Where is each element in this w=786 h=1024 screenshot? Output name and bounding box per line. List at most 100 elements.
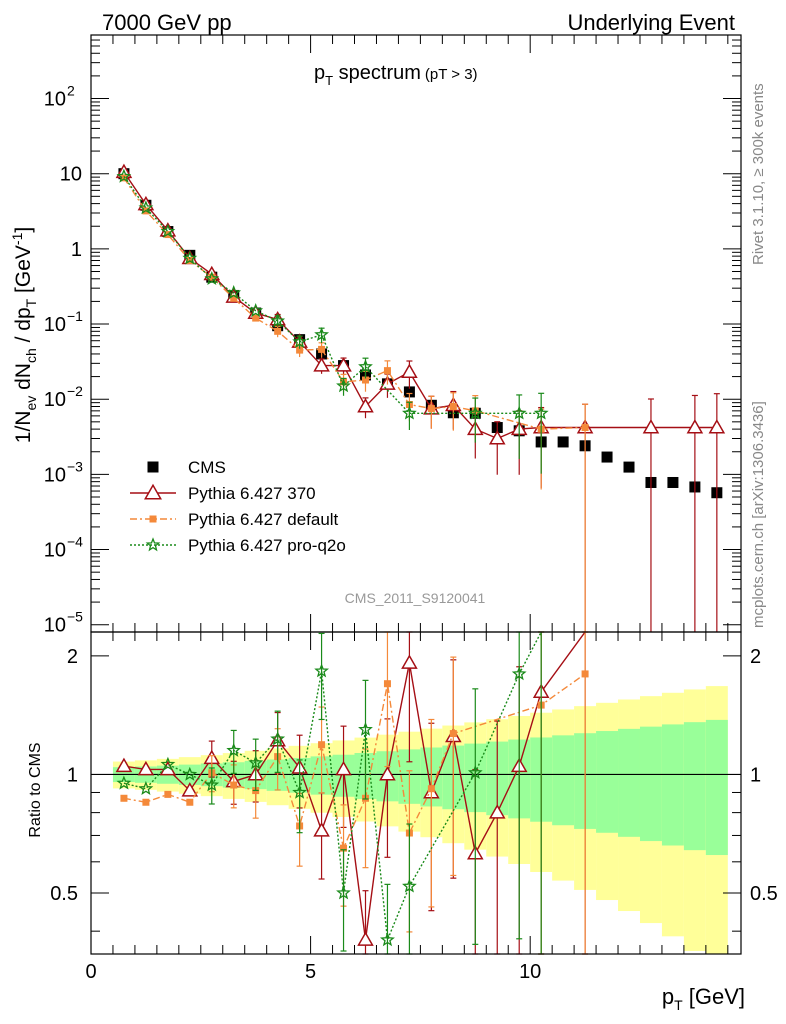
main-panel-series [115, 163, 726, 632]
side-label-bottom: mcplots.cern.ch [arXiv:1306.3436] [750, 401, 767, 628]
ratio-point [116, 775, 132, 790]
ratio-point [402, 878, 417, 893]
ratio-point [164, 790, 172, 798]
ratio-point [314, 663, 330, 678]
ratio-point [138, 780, 154, 796]
y-tick-label: 10 [44, 464, 66, 486]
ratio-point [581, 670, 589, 678]
ratio-point [160, 756, 176, 771]
header-left: 7000 GeV pp [102, 10, 232, 35]
legend-label: Pythia 6.427 370 [188, 484, 316, 503]
ratio-point [230, 781, 238, 789]
ratio-point [511, 666, 527, 681]
data-point [318, 345, 326, 353]
ratio-point [313, 822, 330, 837]
ratio-tick-label: 2 [67, 646, 78, 668]
ratio-point [226, 742, 242, 757]
ratio-point [379, 932, 395, 947]
data-point [686, 419, 704, 434]
x-tick-label: 0 [85, 961, 96, 983]
data-point [296, 346, 304, 354]
series-line-pythia-6-427-pro-q2o [123, 176, 542, 414]
data-point [204, 271, 220, 286]
ratio-panel-series [115, 631, 589, 955]
data-point [160, 223, 176, 238]
ratio-point [427, 785, 435, 793]
ratio-point [120, 794, 128, 802]
data-point [402, 405, 417, 420]
data-point [449, 402, 457, 410]
data-point [335, 357, 352, 372]
data-point [557, 436, 569, 448]
data-point [314, 327, 330, 342]
data-point [274, 327, 282, 335]
ratio-point [270, 731, 286, 746]
ratio-point [292, 784, 307, 799]
ratio-point [318, 741, 326, 749]
y-tick-label: 1 [71, 239, 82, 261]
data-point [357, 397, 374, 413]
ratio-band-inner [552, 735, 575, 826]
data-point [361, 376, 369, 384]
ratio-band-inner [661, 724, 684, 846]
y-tick-exponent: −1 [67, 308, 83, 324]
x-tick-label: 5 [305, 961, 316, 983]
ratio-point [186, 798, 194, 806]
y-axis-label: 1/Nev dNch / dpT [GeV-1] [9, 227, 39, 443]
ratio-panel-frame [90, 631, 742, 955]
data-point [248, 302, 264, 318]
data-point [601, 451, 613, 463]
header-right: Underlying Event [567, 10, 735, 35]
data-point [667, 476, 679, 488]
ratio-point [115, 757, 133, 773]
x-axis-label: pT [GeV] [662, 984, 745, 1013]
data-point [708, 419, 726, 434]
y-tick-exponent: 2 [67, 83, 75, 99]
ratio-tick-label-right: 1 [750, 764, 761, 786]
ratio-band-inner [618, 728, 640, 837]
ratio-point [181, 782, 199, 797]
legend: CMS Pythia 6.427 370 Pythia 6.427 default P… [130, 458, 346, 555]
y-tick-exponent: −5 [67, 609, 83, 625]
y-tick-label: 10 [44, 389, 66, 411]
ratio-point [182, 766, 198, 781]
y-tick-label: 10 [60, 164, 82, 186]
legend-marker [145, 537, 161, 552]
data-point [226, 285, 242, 300]
analysis-label: CMS_2011_S9120041 [345, 590, 486, 606]
data-point [120, 174, 128, 182]
series-line-pythia-6-427-370 [123, 171, 717, 440]
y-tick-exponent: −2 [67, 383, 83, 399]
legend-label: CMS [188, 458, 226, 477]
data-point [116, 168, 132, 183]
data-point [358, 358, 373, 374]
data-point [623, 461, 635, 473]
ratio-point [142, 798, 150, 806]
plot-title: pT spectrum (pT > 3) [314, 62, 478, 88]
ratio-point [467, 764, 483, 780]
data-point [313, 357, 330, 372]
ratio-point [379, 765, 396, 781]
data-point [427, 405, 435, 413]
ratio-point [488, 804, 506, 819]
ratio-band-inner [596, 731, 619, 833]
data-point [403, 386, 415, 398]
data-point [252, 314, 260, 322]
y-tick-exponent: −4 [67, 534, 83, 550]
side-label-top: Rivet 3.1.10, ≥ 300k events [750, 83, 767, 265]
ratio-point [358, 721, 373, 736]
ratio-point [357, 931, 374, 946]
ratio-tick-label-right: 0.5 [750, 883, 778, 905]
ratio-band-inner [705, 719, 728, 856]
legend-label: Pythia 6.427 default [188, 510, 339, 529]
y-tick-exponent: −3 [67, 458, 83, 474]
ratio-tick-label: 0.5 [50, 883, 78, 905]
y-tick-label: 10 [44, 540, 66, 562]
data-point [401, 363, 418, 379]
ratio-point [401, 654, 418, 669]
ratio-point [340, 844, 348, 852]
ratio-axis-label: Ratio to CMS [27, 742, 44, 837]
data-point [581, 424, 589, 432]
